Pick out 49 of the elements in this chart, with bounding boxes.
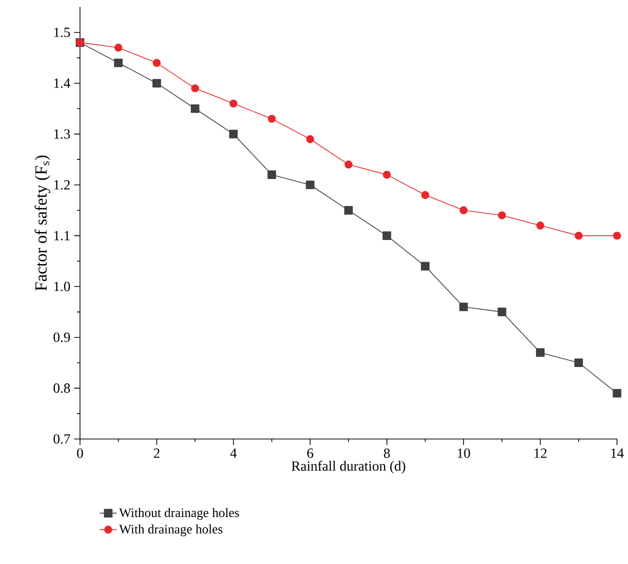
point <box>229 130 238 138</box>
x-tick-label: 12 <box>534 448 546 458</box>
point <box>421 191 430 200</box>
point <box>574 232 583 240</box>
y-tick-label: 1.5 <box>54 28 70 38</box>
y-tick-label: 1.4 <box>54 78 70 88</box>
point <box>420 262 430 270</box>
y-axis-title: Factor of safety (F$_{s}$) <box>34 156 50 291</box>
x-tick-label: 2 <box>154 448 160 458</box>
point <box>382 231 392 240</box>
y-tick-label: 1.2 <box>54 180 70 190</box>
point <box>612 388 622 398</box>
point <box>152 78 162 88</box>
legend-label: With drainage holes <box>119 524 222 536</box>
point <box>191 84 200 92</box>
y-tick-label: 0.8 <box>54 383 70 393</box>
point <box>498 211 506 220</box>
point <box>344 206 353 215</box>
point <box>152 58 161 67</box>
point <box>536 348 545 357</box>
point <box>268 114 276 123</box>
y-tick-label: 0.7 <box>54 434 70 444</box>
y-tick-label: 0.9 <box>54 332 70 342</box>
y-tick-label: 1.1 <box>54 230 70 240</box>
x-axis-title: Rainfall duration (d) <box>292 460 406 474</box>
point <box>613 232 621 240</box>
y-tick-label: 1.0 <box>54 282 70 292</box>
point <box>229 100 238 108</box>
point <box>459 302 468 312</box>
point <box>536 222 544 230</box>
x-tick-label: 0 <box>77 448 83 458</box>
point <box>190 104 200 113</box>
point <box>114 58 123 68</box>
point <box>498 308 506 316</box>
point <box>460 206 468 214</box>
legend-label: Without drainage holes <box>119 508 239 520</box>
y-tick-label: 1.3 <box>54 129 70 139</box>
point <box>268 170 276 179</box>
x-tick-label: 14 <box>611 448 624 458</box>
x-tick-label: 8 <box>384 448 390 458</box>
x-tick-label: 6 <box>307 448 314 458</box>
point <box>382 170 391 179</box>
x-tick-label: 4 <box>230 448 237 458</box>
x-tick-label: 10 <box>458 448 470 458</box>
point <box>306 135 314 144</box>
point <box>344 160 352 169</box>
point <box>574 358 583 368</box>
point <box>114 44 122 52</box>
point <box>306 180 314 190</box>
